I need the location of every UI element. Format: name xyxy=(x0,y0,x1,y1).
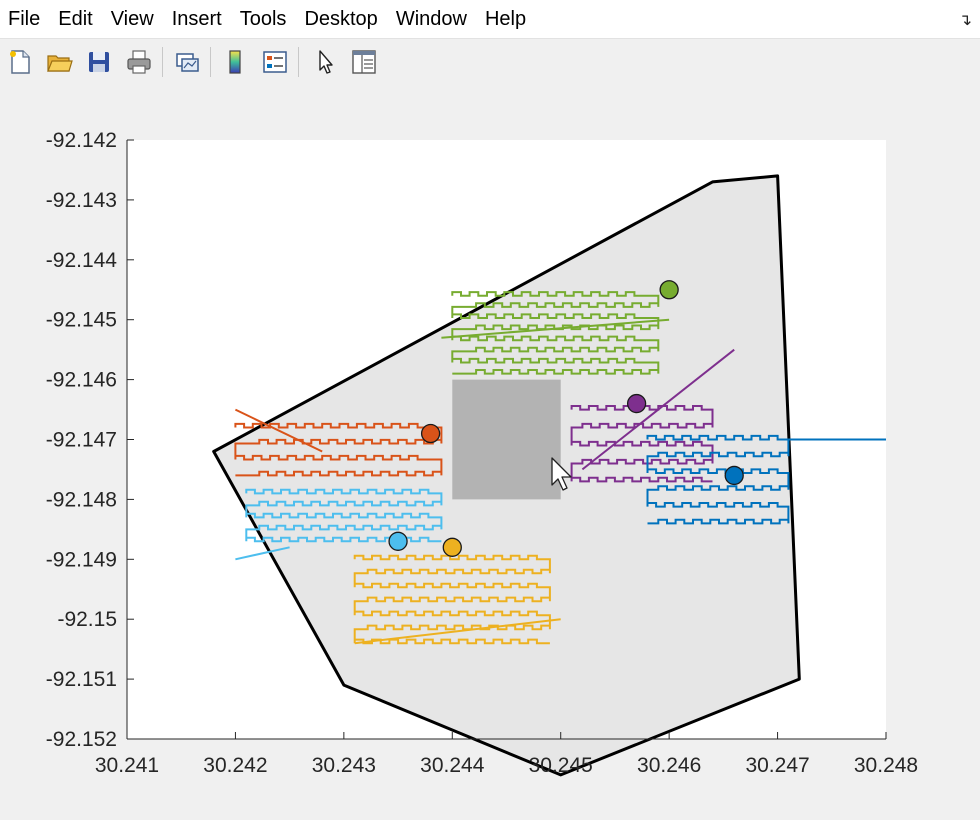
legend-icon[interactable] xyxy=(259,46,291,78)
x-tick-label: 30.247 xyxy=(745,754,809,777)
menu-list: File Edit View Insert Tools Desktop Wind… xyxy=(0,0,535,38)
y-tick-label: -92.151 xyxy=(46,668,117,691)
figure-toolbar xyxy=(0,38,980,86)
toolbar-separator xyxy=(210,47,211,77)
menu-desktop[interactable]: Desktop xyxy=(304,8,378,30)
x-tick-label: 30.242 xyxy=(203,754,267,777)
agent-green-start-marker xyxy=(659,280,679,300)
y-tick-label: -92.148 xyxy=(46,488,117,511)
edit-plot-arrow-icon[interactable] xyxy=(309,46,341,78)
y-tick-label: -92.147 xyxy=(46,429,117,452)
y-tick-label: -92.152 xyxy=(46,728,117,751)
toolbar-separator xyxy=(162,47,163,77)
menu-edit[interactable]: Edit xyxy=(58,8,93,30)
print-icon[interactable] xyxy=(123,46,155,78)
link-plot-icon[interactable] xyxy=(171,46,203,78)
agent-lightblue-heading-line xyxy=(235,546,290,561)
y-tick-label: -92.149 xyxy=(46,548,117,571)
y-tick-label: -92.144 xyxy=(46,249,118,272)
obstacle-region xyxy=(452,379,561,500)
agent-purple-start-marker xyxy=(626,393,647,414)
save-icon[interactable] xyxy=(83,46,115,78)
x-tick-label: 30.245 xyxy=(529,754,593,777)
mouse-cursor-icon xyxy=(551,457,572,491)
agent-orange-coverage-path xyxy=(234,422,443,477)
menu-help[interactable]: Help xyxy=(484,8,527,30)
agent-yellow-start-marker xyxy=(442,537,462,557)
new-figure-icon[interactable] xyxy=(4,46,36,78)
menu-file[interactable]: File xyxy=(8,8,41,30)
plot-axes[interactable]: -92.142 -92.143 -92.144 -92.145 -92.146 -92.1… xyxy=(0,85,980,820)
menu-view[interactable]: View xyxy=(110,8,154,30)
agent-orange-start-marker xyxy=(420,423,441,444)
menu-bar: File Edit View Insert Tools Desktop Wind… xyxy=(0,0,980,38)
open-file-icon[interactable] xyxy=(43,46,75,78)
agent-blue-start-marker xyxy=(724,465,744,486)
x-tick-label: 30.241 xyxy=(95,754,159,777)
agent-orange-heading-line xyxy=(234,408,323,453)
agent-lightblue-start-marker xyxy=(388,531,408,551)
y-tick-label: -92.15 xyxy=(57,608,117,631)
x-tick-label: 30.246 xyxy=(637,754,701,777)
agent-purple-coverage-path xyxy=(570,405,714,483)
menu-tools[interactable]: Tools xyxy=(239,8,287,30)
x-tick-label: 30.243 xyxy=(312,754,376,777)
x-tick-label: 30.248 xyxy=(854,754,918,777)
agent-purple-heading-line xyxy=(581,348,735,471)
y-tick-label: -92.142 xyxy=(46,129,117,152)
y-tick-label: -92.145 xyxy=(46,309,117,332)
menu-insert[interactable]: Insert xyxy=(171,8,222,30)
menu-window[interactable]: Window xyxy=(395,8,467,30)
agent-blue-coverage-path xyxy=(646,434,790,525)
agent-green-coverage-path xyxy=(451,291,660,375)
agent-green-heading-line xyxy=(441,318,670,339)
figure-canvas[interactable]: -92.142 -92.143 -92.144 -92.145 -92.146 -92.1… xyxy=(0,85,980,820)
agent-yellow-coverage-path xyxy=(353,554,551,645)
y-tick-label: -92.146 xyxy=(46,369,117,392)
toolbar-separator xyxy=(298,47,299,77)
dock-figure-icon[interactable]: ↴ xyxy=(958,12,972,29)
property-inspector-icon[interactable] xyxy=(348,46,380,78)
x-tick-label: 30.244 xyxy=(420,754,485,777)
agent-yellow-heading-line xyxy=(354,618,561,645)
colorbar-icon[interactable] xyxy=(219,46,251,78)
agent-lightblue-coverage-path xyxy=(245,488,443,543)
y-tick-label: -92.143 xyxy=(46,189,117,212)
